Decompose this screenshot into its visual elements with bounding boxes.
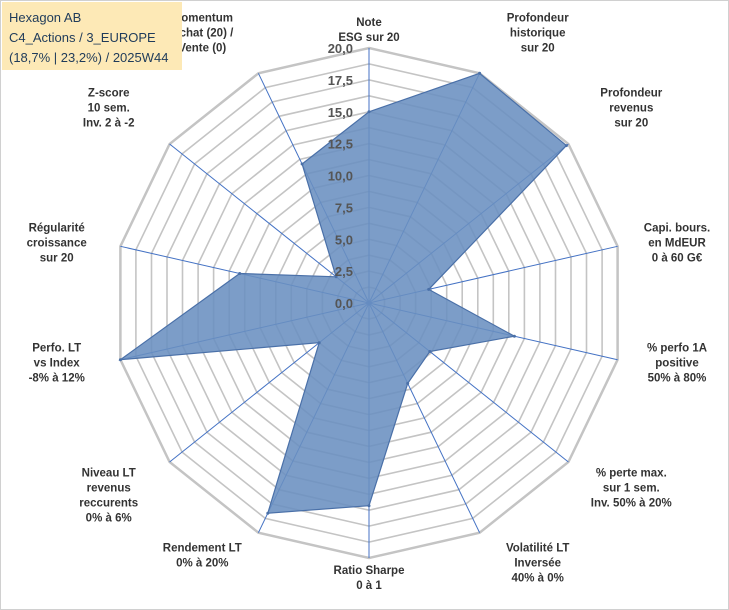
axis-label-line: Inversée bbox=[514, 557, 561, 569]
data-point bbox=[428, 350, 432, 353]
axis-label-line: 0 à 1 bbox=[356, 580, 382, 592]
axis-label: Niveau LT revenus reccurents 0% à 6% bbox=[79, 468, 138, 525]
data-point bbox=[367, 110, 371, 114]
axis-label: Profondeur historique sur 20 bbox=[507, 13, 569, 55]
data-point bbox=[406, 381, 410, 385]
tick-label: 15,0 bbox=[328, 105, 353, 120]
axis-label-line: 0% à 6% bbox=[86, 513, 132, 525]
data-point bbox=[334, 275, 338, 279]
axis-label-line: Régularité bbox=[29, 223, 85, 235]
data-point bbox=[300, 162, 304, 166]
axis-label-line: Achat (20) / bbox=[171, 28, 234, 40]
data-point bbox=[367, 504, 371, 508]
axis-label-line: reccurents bbox=[79, 498, 138, 510]
axis-label-line: vs Index bbox=[34, 357, 81, 369]
axis-label-line: Capi. bours. bbox=[644, 223, 710, 235]
axis-label-line: Ratio Sharpe bbox=[334, 565, 405, 577]
axis-labels: Note ESG sur 20 Profondeur historique sur 20… bbox=[27, 13, 711, 592]
axis-label-line: 50% à 80% bbox=[648, 372, 707, 384]
axis-label: % perte max. sur 1 sem. Inv. 50% à 20% bbox=[591, 468, 672, 510]
radar-data-area bbox=[118, 71, 568, 515]
axis-label: % perfo 1A positive 50% à 80% bbox=[647, 342, 707, 384]
axis-label-line: sur 1 sem. bbox=[603, 483, 660, 495]
axis-label-line: en MdEUR bbox=[648, 238, 706, 250]
axis-label: Profondeur revenus sur 20 bbox=[600, 87, 662, 129]
axis-label-line: 40% à 0% bbox=[511, 572, 563, 584]
axis-label-line: Inv. 50% à 20% bbox=[591, 498, 672, 510]
axis-label-line: % perfo 1A bbox=[647, 342, 707, 354]
category-path: C4_Actions / 3_EUROPE bbox=[9, 30, 156, 45]
axis-label-line: revenus bbox=[609, 102, 653, 114]
data-point bbox=[427, 287, 431, 291]
tick-label: 10,0 bbox=[328, 169, 353, 184]
axis-label-line: positive bbox=[655, 357, 698, 369]
axis-label: Note ESG sur 20 bbox=[338, 17, 399, 44]
axis-label-line: Profondeur bbox=[507, 13, 569, 25]
tick-label: 5,0 bbox=[335, 232, 353, 247]
axis-label-line: Vente (0) bbox=[178, 43, 226, 55]
company-name: Hexagon AB bbox=[9, 10, 82, 25]
data-point bbox=[238, 272, 242, 275]
data-point bbox=[266, 511, 270, 515]
axis-label-line: Note bbox=[356, 17, 382, 29]
axis-label: Régularité croissance sur 20 bbox=[27, 223, 87, 265]
axis-label-line: Momentum bbox=[172, 13, 233, 25]
axis-label-line: Rendement LT bbox=[163, 542, 242, 554]
axis-label-line: 0 à 60 G€ bbox=[652, 253, 703, 265]
data-point bbox=[317, 341, 321, 345]
axis-label-line: sur 20 bbox=[40, 253, 74, 265]
axis-label-line: Niveau LT bbox=[82, 468, 136, 480]
axis-label-line: -8% à 12% bbox=[29, 372, 85, 384]
axis-label: Capi. bours. en MdEUR 0 à 60 G€ bbox=[644, 223, 710, 265]
axis-label: Perfo. LT vs Index -8% à 12% bbox=[29, 342, 85, 384]
axis-label-line: revenus bbox=[87, 483, 131, 495]
tick-label: 12,5 bbox=[328, 137, 353, 152]
axis-label-line: historique bbox=[510, 28, 566, 40]
axis-label-line: % perte max. bbox=[596, 468, 667, 480]
axis-label-line: sur 20 bbox=[614, 117, 648, 129]
performance-week: (18,7% | 23,2%) / 2025W44 bbox=[9, 50, 169, 65]
axis-label-line: Profondeur bbox=[600, 87, 662, 99]
tick-label: 0,0 bbox=[335, 296, 353, 311]
axis-label-line: croissance bbox=[27, 238, 87, 250]
axis-label-line: ESG sur 20 bbox=[338, 32, 399, 44]
axis-label: Momentum Achat (20) / Vente (0) bbox=[171, 13, 234, 55]
axis-label: Rendement LT 0% à 20% bbox=[163, 542, 242, 569]
tick-label: 2,5 bbox=[335, 264, 353, 279]
info-box: Hexagon AB C4_Actions / 3_EUROPE (18,7% … bbox=[2, 2, 182, 70]
axis-label: Ratio Sharpe 0 à 1 bbox=[334, 565, 405, 592]
data-point bbox=[478, 71, 482, 75]
radial-tick-labels: 0,0 2,5 5,0 7,5 10,0 12,5 15,0 17,5 20,0 bbox=[328, 41, 353, 311]
axis-label-line: Z-score bbox=[88, 87, 130, 99]
axis-label: Volatilité LT Inversée 40% à 0% bbox=[506, 542, 569, 584]
axis-label-line: sur 20 bbox=[521, 43, 555, 55]
axis-label-line: 0% à 20% bbox=[176, 557, 228, 569]
axis-label: Z-score 10 sem. Inv. 2 à -2 bbox=[83, 87, 135, 129]
tick-label: 20,0 bbox=[328, 41, 353, 56]
tick-label: 7,5 bbox=[335, 200, 353, 215]
tick-label: 17,5 bbox=[328, 73, 353, 88]
axis-label-line: Inv. 2 à -2 bbox=[83, 117, 135, 129]
axis-label-line: Perfo. LT bbox=[32, 342, 81, 354]
axis-label-line: Volatilité LT bbox=[506, 542, 569, 554]
data-point bbox=[564, 144, 568, 148]
data-point bbox=[118, 358, 122, 362]
axis-label-line: 10 sem. bbox=[88, 102, 130, 114]
data-point bbox=[512, 334, 516, 338]
